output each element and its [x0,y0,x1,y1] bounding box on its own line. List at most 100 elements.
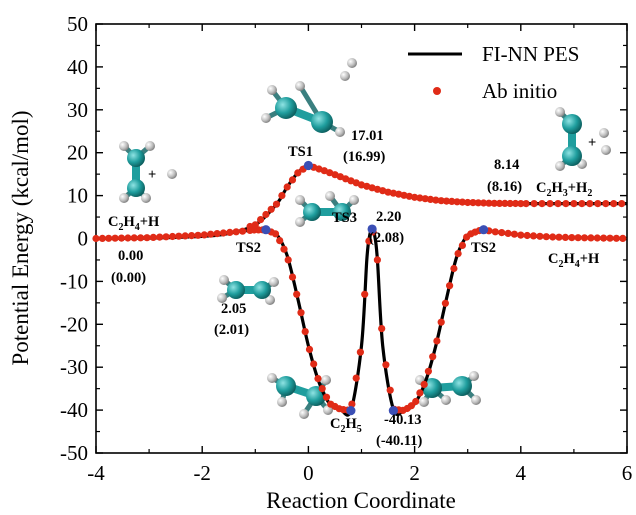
ab-initio-point [578,200,586,208]
ab-initio-point [441,299,449,307]
hydrogen-atom [555,161,565,171]
ab-initio-point [562,200,570,208]
ab-initio-point [446,282,454,290]
ab-initio-point [594,200,602,208]
ts2-energy: 2.05 [221,301,246,317]
x-axis-title: Reaction Coordinate [266,488,456,513]
hydrogen-atom [141,193,151,203]
reactant-left-formula: C2H4+H [108,214,160,233]
product-energy: 8.14 [494,157,519,173]
hydrogen-atom [419,397,429,407]
y-axis-title: Potential Energy (kcal/mol) [8,110,33,365]
ab-initio-point [194,231,202,239]
ab-initio-point [219,229,227,237]
stationary-point-min1 [346,406,356,416]
product-energy-abinitio: (8.16) [487,179,522,195]
ab-initio-point [267,205,275,213]
ts2-energy-abinitio: (2.01) [214,322,249,338]
carbon-atom [127,179,145,197]
ab-initio-point [580,234,589,242]
ab-initio-point [356,348,364,356]
x-tick-label: -4 [87,461,105,485]
x-tick-label: 2 [409,461,420,485]
ab-initio-point [156,233,164,241]
ab-initio-point [448,197,456,205]
hydrogen-atom [217,293,227,303]
ab-initio-point [546,200,554,208]
stationary-points [261,160,489,416]
product-formula: C2H3+H2 [536,180,592,199]
ab-initio-point [570,200,578,208]
y-tick-label: 30 [67,98,88,122]
legend-dot-swatch [433,87,441,95]
ts1-label: TS1 [288,144,313,160]
ab-initio-point [271,230,280,238]
ab-initio-point [297,309,305,317]
y-tick-label: 20 [67,141,88,165]
ab-initio-point [305,345,314,353]
ab-initio-point [318,385,326,393]
molecule-ts1-free-h [340,58,357,81]
ab-initio-point [442,197,451,205]
hydrogen-atom [555,107,565,117]
hydrogen-atom [267,373,277,383]
hydrogen-atom [469,371,479,381]
ab-initio-point [213,230,221,238]
carbon-atom [311,111,333,133]
ab-initio-point [278,192,286,200]
ab-initio-point [593,234,601,242]
ab-initio-point [554,200,562,208]
ab-initio-point [386,386,394,394]
ab-initio-point [293,290,301,298]
carbon-atom [452,376,472,396]
ts1-energy-abinitio: (16.99) [343,149,385,165]
ts3-label: TS3 [332,210,357,226]
ab-initio-points [92,162,627,414]
ab-initio-point [412,397,420,406]
hydrogen-atom [347,58,357,68]
carbon-atom [275,97,297,119]
ab-initio-point [251,221,259,229]
ab-initio-point [522,200,530,208]
y-tick-label: 0 [78,227,89,251]
ab-initio-point [498,229,506,237]
ab-initio-point [382,361,390,369]
ab-initio-point [458,241,466,249]
hydrogen-atom [295,81,305,91]
y-tick-label: -10 [60,269,88,293]
stationary-point-ts2 [479,225,489,235]
ab-initio-point [181,232,189,240]
hydrogen-atom [167,169,177,179]
ab-initio-point [137,234,145,242]
ab-initio-point [288,176,297,184]
ab-initio-point [618,200,626,208]
ab-initio-point [373,256,381,264]
hydrogen-atom [601,145,611,155]
ab-initio-point [612,234,621,242]
ab-initio-point [326,169,334,177]
hydrogen-atom [119,193,129,203]
hydrogen-atom [119,141,129,151]
ab-initio-point [288,273,297,281]
ab-initio-point [536,232,544,240]
ts3-energy-abinitio: (2.08) [369,230,404,246]
ab-initio-point [490,199,498,207]
stationary-point-ts1 [303,160,313,171]
legend-label-ab-initio: Ab initio [482,79,557,103]
ab-initio-point [549,233,557,241]
stationary-point-ts3 [367,224,377,234]
plus-sign-right: + [588,135,596,151]
ab-initio-point [517,231,525,239]
hydrogen-atom [219,275,229,285]
ab-initio-point [416,194,424,202]
reactant-left-free-h [167,169,177,179]
ab-initio-point [506,199,514,208]
ab-initio-point [301,328,309,336]
ab-initio-point [188,232,196,240]
hydrogen-atom [441,395,451,405]
ab-initio-point [379,187,387,195]
x-tick-label: -2 [193,461,211,485]
ab-initio-point [426,195,435,203]
hydrogen-atom [349,195,359,205]
